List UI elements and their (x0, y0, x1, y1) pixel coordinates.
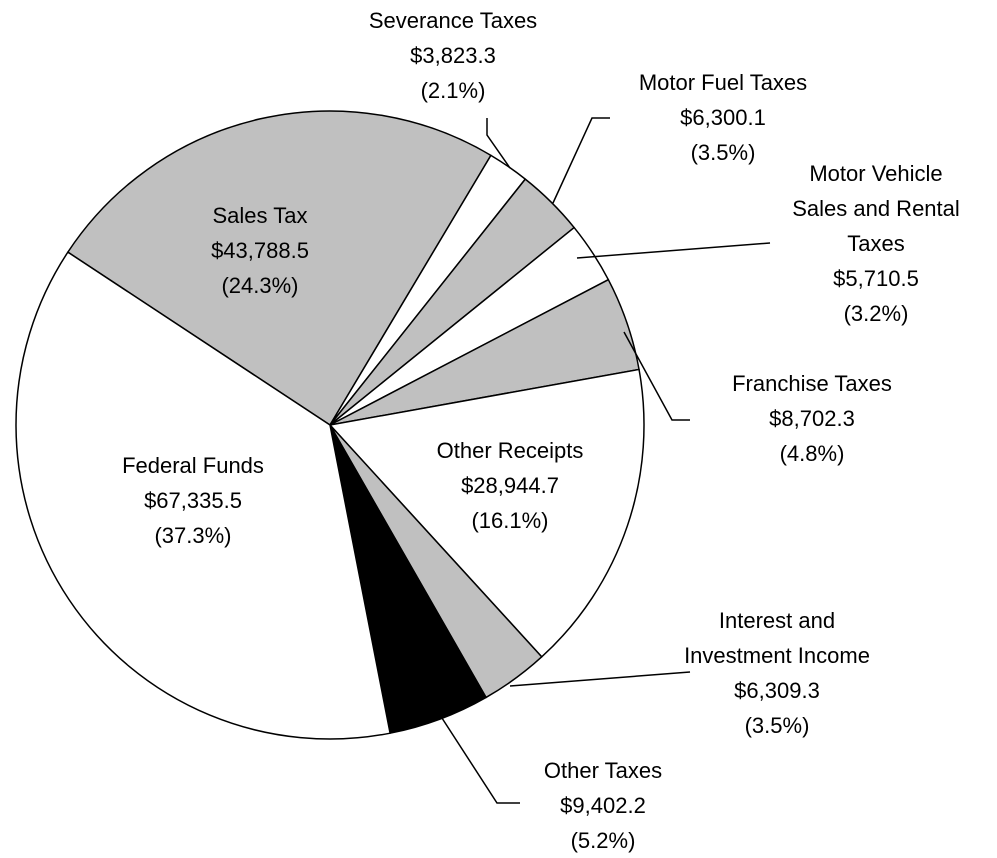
category-label: Severance Taxes (368, 7, 538, 33)
value-label: $43,788.5 (211, 237, 309, 263)
percent-label: (3.5%) (744, 712, 810, 738)
value-label: $28,944.7 (461, 472, 559, 498)
slice-label: Motor Fuel Taxes $6,300.1 (3.5%) (583, 65, 863, 170)
slice-label: Sales Tax $43,788.5 (24.3%) (120, 198, 400, 303)
value-label: $6,309.3 (734, 677, 820, 703)
category-label: Motor Vehicle Sales and Rental Taxes (792, 160, 960, 256)
value-label: $9,402.2 (560, 792, 646, 818)
pie-slice (67, 110, 492, 426)
leader-line (486, 118, 511, 169)
percent-label: (2.1%) (420, 77, 486, 103)
leader-line (439, 714, 520, 804)
slice-label: Other Taxes $9,402.2 (5.2%) (463, 753, 743, 858)
leader-line (509, 671, 691, 687)
slice-label: Interest and Investment Income $6,309.3 (3… (637, 603, 917, 743)
slice-label: Severance Taxes $3,823.3 (2.1%) (313, 3, 593, 108)
percent-label: (4.8%) (779, 440, 845, 466)
percent-label: (3.5%) (690, 139, 756, 165)
value-label: $6,300.1 (680, 104, 766, 130)
category-label: Other Taxes (543, 757, 663, 783)
leader-line (576, 242, 771, 259)
slice-label: Other Receipts $28,944.7 (16.1%) (370, 433, 650, 538)
category-label: Motor Fuel Taxes (638, 69, 808, 95)
pie-slice (15, 251, 391, 740)
value-label: $8,702.3 (769, 405, 855, 431)
percent-label: (37.3%) (154, 522, 232, 548)
value-label: $5,710.5 (833, 265, 919, 291)
slice-label: Franchise Taxes $8,702.3 (4.8%) (672, 366, 952, 471)
percent-label: (5.2%) (570, 827, 636, 853)
category-label: Franchise Taxes (732, 370, 892, 396)
pie-slice (329, 368, 645, 658)
slice-label: Federal Funds $67,335.5 (37.3%) (53, 448, 333, 553)
percent-label: (16.1%) (471, 507, 549, 533)
leader-line (623, 331, 690, 421)
category-label: Other Receipts (436, 437, 584, 463)
value-label: $3,823.3 (410, 42, 496, 68)
category-label: Sales Tax (212, 202, 308, 228)
percent-label: (3.2%) (843, 300, 909, 326)
category-label: Federal Funds (122, 452, 264, 478)
value-label: $67,335.5 (144, 487, 242, 513)
category-label: Interest and Investment Income (684, 607, 870, 668)
slice-label: Motor Vehicle Sales and Rental Taxes $5,7… (736, 156, 997, 331)
percent-label: (24.3%) (221, 272, 299, 298)
leader-line (552, 117, 610, 204)
